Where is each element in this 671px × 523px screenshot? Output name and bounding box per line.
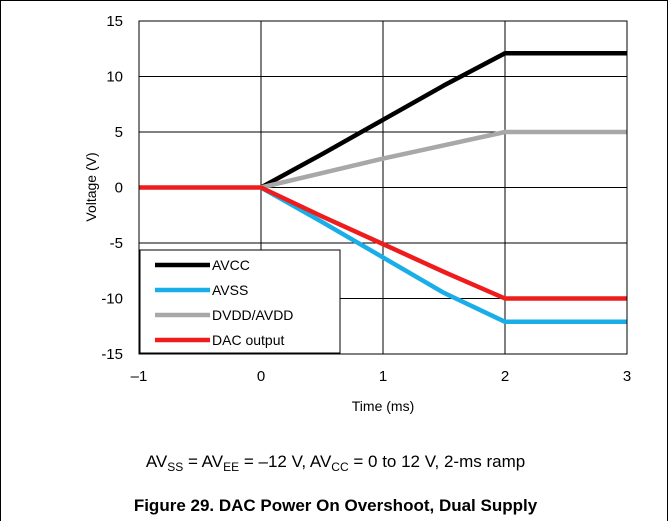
legend-label-avcc: AVCC	[212, 257, 250, 273]
y-tick-label: -15	[101, 346, 123, 363]
y-tick-label: 10	[106, 69, 123, 86]
y-tick-label: 0	[115, 180, 123, 197]
legend: AVCC AVSS DVDD/AVDD DAC output	[139, 249, 341, 354]
legend-label-avss: AVSS	[212, 282, 248, 298]
y-axis-title: Voltage (V)	[83, 152, 99, 221]
y-tick-labels: 15 10 5 0 -5 -10 -15	[101, 13, 123, 363]
x-tick-label: 0	[257, 368, 265, 385]
x-tick-labels: –1 0 1 2 3	[131, 368, 632, 385]
series-line-avss	[259, 185, 627, 325]
series-line-dac-output	[139, 185, 627, 301]
plot-border	[138, 20, 628, 355]
y-tick-label: -5	[110, 235, 123, 252]
x-tick-label: –1	[131, 368, 148, 385]
x-tick-label: 3	[623, 368, 631, 385]
x-tick-label: 1	[379, 368, 387, 385]
y-tick-label: 5	[115, 124, 123, 141]
y-tick-label: 15	[106, 13, 123, 30]
x-axis-title: Time (ms)	[352, 398, 414, 414]
figure-caption: AVSS = AVEE = –12 V, AVCC = 0 to 12 V, 2…	[145, 452, 526, 474]
voltage-chart: –1 0 1 2 3 15 10 5 0 -5 -10 -15 Time (ms) Voltage …	[83, 13, 632, 414]
series-lines	[139, 50, 627, 325]
series-line-avcc	[259, 50, 627, 190]
y-tick-label: -10	[101, 291, 123, 308]
x-tick-label: 2	[501, 368, 509, 385]
legend-label-dvdd-avdd: DVDD/AVDD	[212, 307, 293, 323]
figure-title: Figure 29. DAC Power On Overshoot, Dual …	[133, 496, 538, 515]
legend-label-dac-output: DAC output	[212, 332, 284, 348]
series-line-dvdd-avdd	[260, 129, 627, 190]
